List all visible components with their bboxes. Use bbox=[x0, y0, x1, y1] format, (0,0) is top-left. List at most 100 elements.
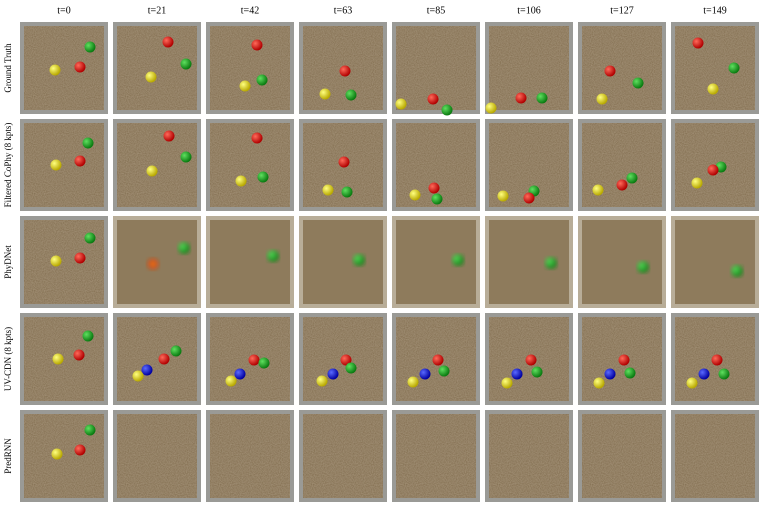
ball bbox=[74, 61, 86, 73]
frame-image bbox=[485, 119, 573, 211]
floor bbox=[396, 414, 476, 498]
frame-image bbox=[578, 216, 666, 308]
frame-image bbox=[578, 410, 666, 502]
ball bbox=[728, 62, 740, 74]
floor bbox=[24, 317, 104, 401]
ball bbox=[409, 189, 421, 201]
ball bbox=[82, 137, 94, 149]
ball bbox=[74, 252, 86, 264]
ball bbox=[419, 368, 431, 380]
frame-image bbox=[20, 313, 108, 405]
floor bbox=[210, 26, 290, 110]
ball bbox=[395, 98, 407, 110]
ball bbox=[316, 375, 328, 387]
floor bbox=[489, 220, 569, 304]
floor bbox=[303, 414, 383, 498]
column-header: t=63 bbox=[334, 5, 352, 16]
frame-image bbox=[485, 22, 573, 114]
ball bbox=[84, 232, 96, 244]
ball bbox=[341, 186, 353, 198]
ball bbox=[692, 37, 704, 49]
ball bbox=[257, 171, 269, 183]
frame-image bbox=[671, 22, 759, 114]
ball bbox=[441, 104, 453, 116]
ball bbox=[327, 368, 339, 380]
frame-image bbox=[299, 216, 387, 308]
ball bbox=[50, 255, 62, 267]
ball bbox=[707, 83, 719, 95]
frame-image bbox=[206, 216, 294, 308]
floor bbox=[582, 220, 662, 304]
frame-image bbox=[20, 410, 108, 502]
frame-image bbox=[206, 119, 294, 211]
ball bbox=[256, 74, 268, 86]
frame-image bbox=[485, 410, 573, 502]
column-header: t=106 bbox=[517, 5, 540, 16]
floor bbox=[210, 123, 290, 207]
ball bbox=[146, 165, 158, 177]
ball bbox=[698, 368, 710, 380]
floor bbox=[117, 123, 197, 207]
frame-image bbox=[392, 410, 480, 502]
floor bbox=[24, 26, 104, 110]
ball bbox=[145, 71, 157, 83]
ball bbox=[178, 242, 190, 254]
frame-image bbox=[578, 313, 666, 405]
frame-image bbox=[20, 216, 108, 308]
row-label: PhyDNet bbox=[3, 245, 13, 279]
frame-image bbox=[671, 313, 759, 405]
row-label: Filtered CoPhy (8 kpts) bbox=[3, 123, 13, 208]
ball bbox=[707, 164, 719, 176]
ball bbox=[338, 156, 350, 168]
ball bbox=[84, 41, 96, 53]
floor bbox=[582, 414, 662, 498]
ball bbox=[428, 182, 440, 194]
frame-image bbox=[20, 22, 108, 114]
frame-image bbox=[671, 119, 759, 211]
ball bbox=[525, 354, 537, 366]
ball bbox=[339, 65, 351, 77]
frame-image bbox=[392, 216, 480, 308]
ball bbox=[158, 353, 170, 365]
frame-image bbox=[392, 22, 480, 116]
row-label: UV-CDN (8 kpts) bbox=[3, 327, 13, 391]
frame-image bbox=[392, 313, 480, 405]
row-label: PredRNN bbox=[3, 438, 13, 474]
frame-image bbox=[671, 216, 759, 308]
frame-image bbox=[113, 313, 201, 405]
ball bbox=[74, 155, 86, 167]
ball bbox=[162, 36, 174, 48]
ball bbox=[141, 364, 153, 376]
floor bbox=[24, 123, 104, 207]
ball bbox=[248, 354, 260, 366]
ball bbox=[82, 330, 94, 342]
frame-image bbox=[113, 410, 201, 502]
ball bbox=[431, 193, 443, 205]
frame-image bbox=[485, 313, 573, 405]
ball bbox=[407, 376, 419, 388]
ball bbox=[427, 93, 439, 105]
ball bbox=[624, 367, 636, 379]
ball bbox=[132, 370, 144, 382]
ball bbox=[50, 159, 62, 171]
ball bbox=[501, 377, 513, 389]
frame-image bbox=[206, 410, 294, 502]
ball bbox=[686, 377, 698, 389]
ball bbox=[180, 58, 192, 70]
frame-image bbox=[485, 216, 573, 308]
ball bbox=[718, 368, 730, 380]
ball bbox=[345, 89, 357, 101]
floor bbox=[582, 123, 662, 207]
row-label: Ground Truth bbox=[3, 43, 13, 93]
ball bbox=[251, 39, 263, 51]
ball bbox=[51, 448, 63, 460]
ball bbox=[170, 345, 182, 357]
floor bbox=[396, 220, 476, 304]
frame-image bbox=[299, 313, 387, 405]
ball bbox=[531, 366, 543, 378]
ball bbox=[637, 261, 649, 273]
ball bbox=[180, 151, 192, 163]
ball bbox=[515, 92, 527, 104]
ball bbox=[731, 265, 743, 277]
